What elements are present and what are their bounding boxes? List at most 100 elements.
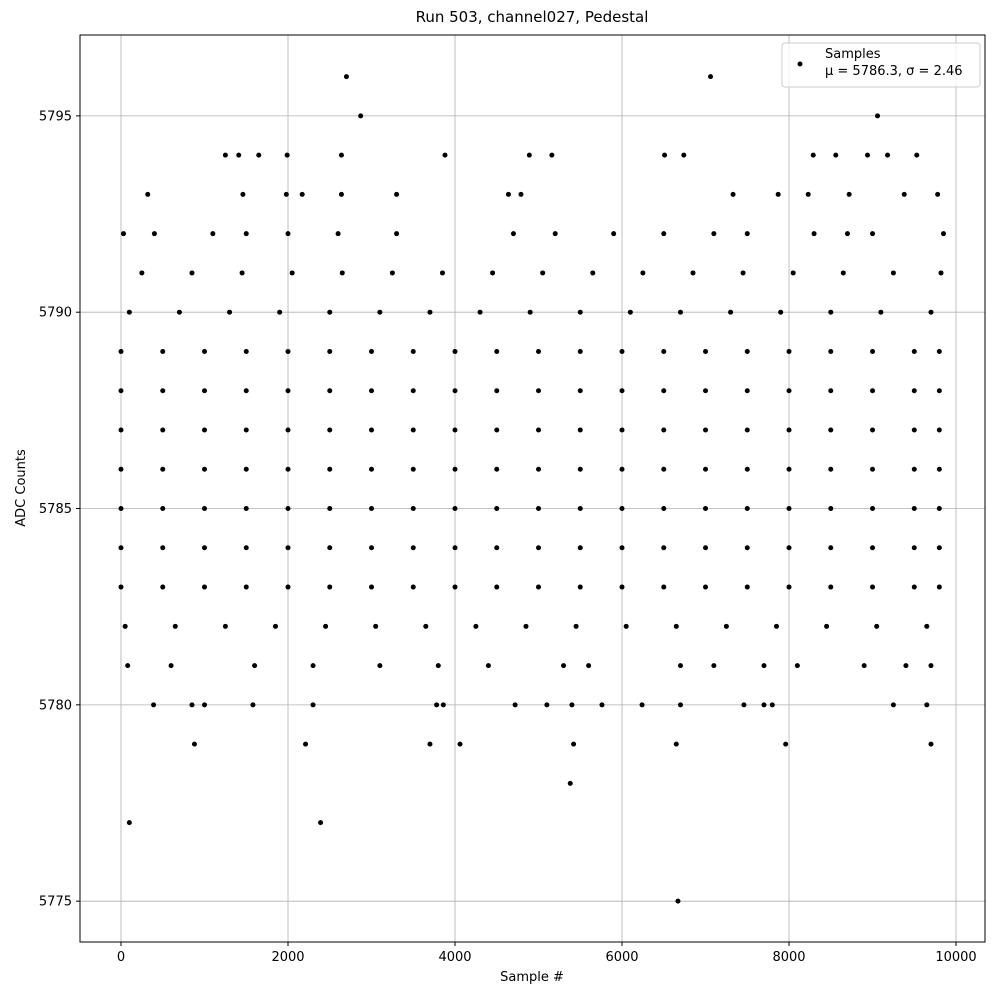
data-point	[310, 663, 316, 669]
data-point	[243, 466, 249, 472]
data-point	[786, 427, 792, 433]
data-point	[536, 545, 542, 551]
data-point	[369, 348, 375, 354]
data-point	[160, 584, 166, 590]
data-point	[272, 623, 278, 629]
data-point	[619, 506, 625, 512]
data-point	[118, 545, 124, 551]
data-point	[828, 388, 834, 394]
data-point	[327, 545, 333, 551]
data-point	[118, 466, 124, 472]
data-point	[243, 427, 249, 433]
data-point	[410, 348, 416, 354]
data-point	[573, 623, 579, 629]
data-point	[299, 191, 305, 197]
data-point	[911, 506, 917, 512]
data-point	[122, 623, 128, 629]
data-point	[494, 584, 500, 590]
data-point	[191, 741, 197, 747]
data-point	[490, 270, 496, 276]
data-point	[711, 663, 717, 669]
data-point	[202, 348, 208, 354]
data-point	[377, 663, 383, 669]
data-point	[661, 466, 667, 472]
data-point	[285, 545, 291, 551]
data-point	[844, 231, 850, 237]
data-point	[703, 348, 709, 354]
data-point	[744, 506, 750, 512]
data-point	[577, 388, 583, 394]
data-point	[202, 702, 208, 708]
data-point	[786, 584, 792, 590]
data-point	[202, 427, 208, 433]
data-point	[423, 623, 429, 629]
data-point	[410, 388, 416, 394]
data-point	[661, 348, 667, 354]
data-point	[358, 113, 364, 119]
data-point	[289, 270, 295, 276]
data-point	[118, 348, 124, 354]
data-point	[828, 584, 834, 590]
data-point	[126, 820, 132, 826]
data-point	[323, 623, 329, 629]
data-point	[870, 584, 876, 590]
data-point	[285, 584, 291, 590]
data-point	[439, 270, 445, 276]
data-point	[343, 74, 349, 80]
data-point	[885, 152, 891, 158]
data-point	[703, 545, 709, 551]
data-point	[586, 663, 592, 669]
data-point	[327, 584, 333, 590]
data-point	[810, 152, 816, 158]
data-point	[427, 741, 433, 747]
chart-title: Run 503, channel027, Pedestal	[416, 8, 649, 26]
data-point	[639, 702, 645, 708]
data-point	[494, 388, 500, 394]
data-point	[590, 270, 596, 276]
data-point	[861, 663, 867, 669]
data-point	[875, 113, 881, 119]
data-point	[410, 427, 416, 433]
data-point	[310, 702, 316, 708]
data-point	[494, 466, 500, 472]
data-point	[389, 270, 395, 276]
data-point	[661, 388, 667, 394]
data-point	[523, 623, 529, 629]
data-point	[222, 152, 228, 158]
data-point	[369, 466, 375, 472]
legend-marker	[797, 61, 803, 67]
data-point	[210, 231, 216, 237]
data-point	[335, 231, 341, 237]
data-point	[494, 348, 500, 354]
data-point	[870, 545, 876, 551]
data-point	[139, 270, 145, 276]
data-point	[518, 191, 524, 197]
data-point	[890, 702, 896, 708]
data-point	[318, 820, 324, 826]
data-point	[160, 427, 166, 433]
data-point	[577, 545, 583, 551]
data-point	[911, 388, 917, 394]
data-point	[243, 545, 249, 551]
data-point	[786, 348, 792, 354]
data-point	[661, 427, 667, 433]
data-point	[394, 191, 400, 197]
data-point	[761, 663, 767, 669]
data-point	[145, 191, 151, 197]
data-point	[494, 506, 500, 512]
data-point	[369, 584, 375, 590]
legend-label: Samples	[825, 47, 881, 62]
data-point	[434, 702, 440, 708]
data-point	[236, 152, 242, 158]
data-point	[338, 152, 344, 158]
data-point	[243, 348, 249, 354]
data-point	[577, 427, 583, 433]
data-point	[703, 506, 709, 512]
data-point	[435, 663, 441, 669]
data-point	[285, 388, 291, 394]
data-point	[936, 584, 942, 590]
data-point	[673, 623, 679, 629]
data-point	[661, 584, 667, 590]
data-point	[935, 191, 941, 197]
data-point	[824, 623, 830, 629]
